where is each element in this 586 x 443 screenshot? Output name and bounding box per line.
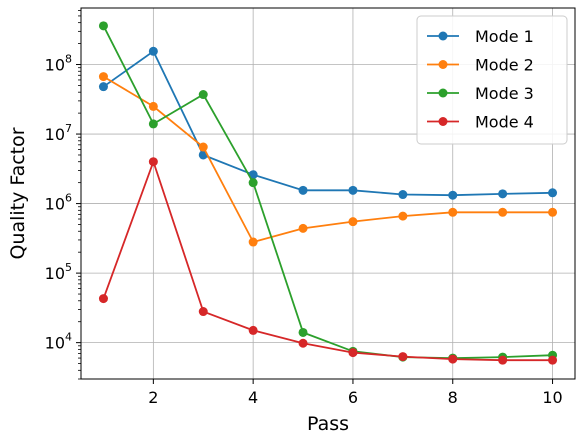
legend-item: Mode 3 xyxy=(427,84,534,103)
series-mode-4 xyxy=(98,157,558,365)
data-point xyxy=(398,190,408,200)
data-point xyxy=(548,207,558,217)
data-point xyxy=(498,355,508,365)
data-point xyxy=(198,90,208,100)
data-point xyxy=(198,307,208,317)
data-point xyxy=(298,223,308,233)
y-tick-exponent: 4 xyxy=(65,331,72,344)
y-tick-label: 106 xyxy=(45,192,72,214)
y-tick-base: 10 xyxy=(45,334,65,353)
data-point xyxy=(98,21,108,31)
y-tick-label: 105 xyxy=(45,261,72,283)
data-point xyxy=(448,207,458,217)
x-tick-label: 4 xyxy=(248,388,258,407)
data-point xyxy=(298,185,308,195)
series-mode-2 xyxy=(98,72,558,247)
series-layer xyxy=(98,21,558,365)
data-point xyxy=(348,185,358,195)
x-tick-label: 6 xyxy=(348,388,358,407)
y-axis-label: Quality Factor xyxy=(7,127,29,259)
data-point xyxy=(448,190,458,200)
legend-marker xyxy=(438,60,448,69)
legend-label: Mode 3 xyxy=(475,84,534,103)
y-tick-label: 107 xyxy=(45,122,72,144)
data-point xyxy=(498,189,508,199)
y-tick-label: 104 xyxy=(45,331,72,353)
series-line xyxy=(102,49,553,197)
legend-label: Mode 1 xyxy=(475,27,534,46)
data-point xyxy=(498,207,508,217)
legend-marker xyxy=(438,117,448,126)
data-point xyxy=(98,294,108,304)
y-tick-base: 10 xyxy=(45,264,65,283)
legend-box xyxy=(416,15,568,145)
legend-marker xyxy=(438,31,448,41)
plot-frame xyxy=(80,7,576,380)
x-tick-label: 8 xyxy=(448,388,458,407)
data-point xyxy=(248,178,258,188)
legend: Mode 1 Mode 2 Mode 3 Mode 4 xyxy=(416,15,568,145)
y-tick-base: 10 xyxy=(45,195,65,214)
data-point xyxy=(398,352,408,362)
data-point xyxy=(298,338,308,348)
legend-item: Mode 2 xyxy=(427,56,534,75)
x-tick-label: 10 xyxy=(542,388,562,407)
legend-item: Mode 4 xyxy=(427,113,534,132)
y-tick-exponent: 8 xyxy=(65,53,72,66)
legend-label: Mode 2 xyxy=(475,56,534,75)
legend-label: Mode 4 xyxy=(475,113,534,132)
series-line xyxy=(102,158,553,362)
data-point xyxy=(348,217,358,227)
y-tick-base: 10 xyxy=(45,125,65,144)
data-point xyxy=(348,348,358,358)
data-point xyxy=(298,327,308,337)
series-mode-1 xyxy=(98,46,558,200)
series-line xyxy=(102,25,553,360)
legend-item: Mode 1 xyxy=(427,27,534,46)
data-point xyxy=(98,72,108,82)
y-tick-label: 108 xyxy=(45,53,72,75)
y-tick-exponent: 7 xyxy=(65,122,72,135)
x-tick-label: 2 xyxy=(148,388,158,407)
data-point xyxy=(148,101,158,111)
y-tick-exponent: 5 xyxy=(65,261,72,274)
data-point xyxy=(548,188,558,198)
data-point xyxy=(148,157,158,167)
data-point xyxy=(248,325,258,335)
data-point xyxy=(448,354,458,364)
x-axis-label: Pass xyxy=(307,413,349,435)
legend-marker xyxy=(438,88,448,98)
data-point xyxy=(148,119,158,129)
data-point xyxy=(548,355,558,365)
data-point xyxy=(198,142,208,152)
data-point xyxy=(98,82,108,92)
data-point xyxy=(148,46,158,56)
data-point xyxy=(398,211,408,221)
y-tick-base: 10 xyxy=(45,56,65,75)
y-tick-exponent: 6 xyxy=(65,192,72,205)
data-point xyxy=(248,237,258,247)
series-line xyxy=(103,75,553,244)
